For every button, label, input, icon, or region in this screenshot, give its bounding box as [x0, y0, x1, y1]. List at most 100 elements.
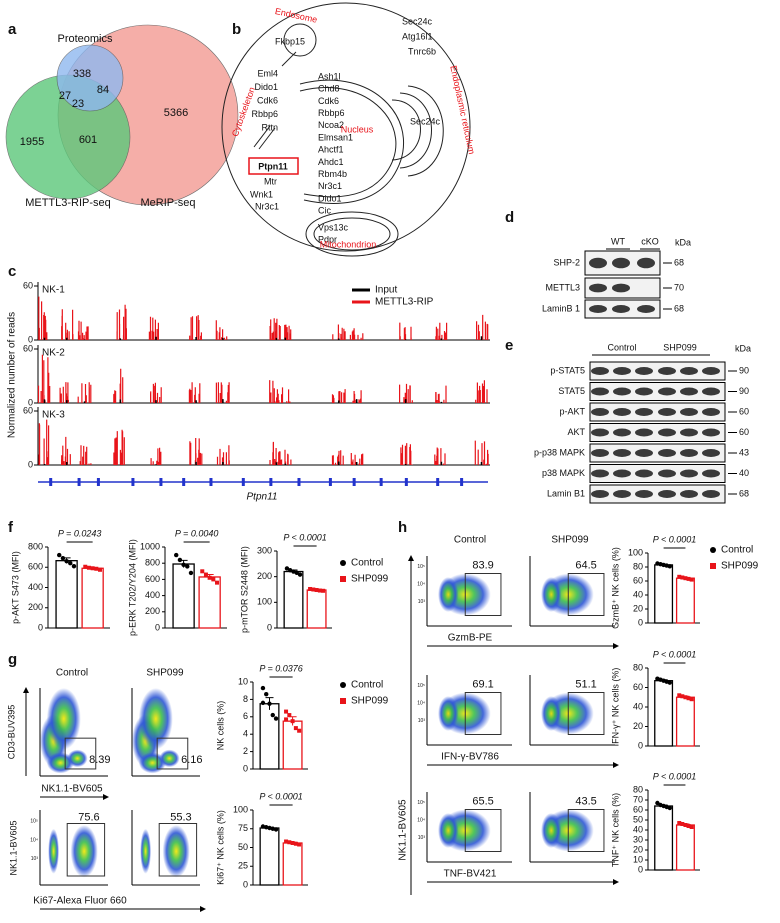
gene: Nr3c1	[255, 201, 279, 211]
point	[83, 564, 88, 569]
p-value: P < 0.0001	[653, 771, 696, 781]
y-tick-label: 40	[633, 824, 643, 834]
mw-label: 60	[739, 406, 749, 416]
band	[613, 469, 631, 478]
band	[637, 305, 655, 313]
band	[702, 367, 720, 375]
band	[680, 449, 698, 457]
density	[541, 696, 562, 731]
band	[680, 490, 698, 498]
point	[260, 824, 266, 829]
mw-label: 68	[674, 257, 684, 267]
bar	[282, 720, 303, 770]
y-tick-label: 20	[633, 844, 643, 854]
y-tick-label: 50	[633, 814, 643, 824]
flow-x-label: TNF-BV421	[444, 869, 497, 880]
point	[683, 695, 688, 700]
gene: Atg16l1	[402, 31, 433, 41]
row-label: SHP-2	[553, 257, 580, 267]
y-tick-label: 0	[638, 864, 643, 874]
flow-tick: 10³	[418, 835, 426, 841]
flow-x-label: IFN-γ-BV786	[441, 752, 499, 763]
point	[64, 558, 69, 564]
point	[680, 575, 685, 580]
p-value: P = 0.0376	[259, 663, 302, 673]
p-value: P = 0.0243	[58, 528, 101, 538]
blot-frame	[589, 402, 726, 422]
nucleus-inner	[299, 86, 397, 198]
y-tick-label: 80	[633, 561, 643, 571]
band	[658, 387, 676, 396]
point	[215, 580, 220, 585]
set-label: METTL3-RIP-seq	[25, 197, 111, 209]
point	[290, 719, 295, 724]
point	[321, 588, 326, 593]
bar	[306, 589, 327, 629]
compartment: Endoplasmic reticulum	[448, 65, 477, 156]
point	[677, 574, 682, 579]
row-label: Lamin B1	[547, 488, 585, 498]
band	[635, 387, 653, 396]
y-tick-label: 60	[633, 682, 643, 692]
density	[48, 828, 60, 874]
y-tick-label: 0	[638, 617, 643, 627]
column-title: Control	[56, 668, 88, 679]
point	[270, 826, 275, 831]
flow-y-label: NK1.1-BV605	[8, 820, 18, 875]
band	[635, 490, 653, 498]
y-tick-label: 80	[633, 784, 643, 794]
venn-circle	[56, 44, 124, 112]
input-signal	[43, 461, 483, 465]
y-tick-label: 0	[243, 879, 248, 889]
y-tick-label: 20	[633, 721, 643, 731]
gene-label: Ptpn11	[247, 492, 278, 503]
row-label: STAT5	[558, 386, 585, 396]
bar	[282, 842, 303, 886]
point	[267, 825, 272, 831]
y-tick-label: 400	[145, 590, 160, 600]
band	[680, 367, 698, 375]
legend-label: Control	[721, 545, 753, 556]
exon	[460, 478, 464, 486]
panel-label: f	[8, 519, 14, 536]
y-tick-label: 100	[257, 597, 272, 607]
legend-marker	[340, 682, 346, 688]
gate	[156, 737, 189, 770]
point	[317, 588, 322, 593]
point	[667, 680, 672, 685]
band	[680, 469, 698, 478]
y-tick-label: 0	[28, 334, 33, 344]
flow-tick: 10³	[418, 599, 426, 605]
count: 5366	[164, 107, 188, 119]
set-label: Proteomics	[57, 33, 113, 45]
gate-value: 64.5	[575, 560, 596, 572]
point	[185, 564, 190, 569]
panel-label: a	[8, 21, 17, 38]
y-tick-label: 40	[633, 589, 643, 599]
band	[635, 469, 653, 478]
band	[591, 387, 609, 396]
set-label: MeRIP-seq	[140, 197, 195, 209]
exon	[328, 478, 332, 486]
exon	[159, 478, 163, 486]
gene: Ahctf1	[318, 145, 344, 155]
exon	[182, 478, 186, 486]
gate	[158, 823, 198, 877]
legend-marker	[710, 563, 716, 569]
blot-frame	[589, 361, 726, 381]
band	[702, 387, 720, 396]
gate-value: 43.5	[575, 796, 596, 808]
flow-tick: 10⁴	[417, 817, 425, 823]
count: 84	[97, 84, 109, 96]
point	[267, 701, 272, 706]
gate-value: 69.1	[472, 679, 493, 691]
bar	[259, 703, 280, 770]
band	[591, 490, 609, 498]
band	[702, 428, 720, 437]
density	[46, 752, 74, 774]
y-tick-label: 4	[243, 729, 248, 739]
legend-marker	[340, 560, 346, 566]
point	[686, 824, 691, 828]
y-tick-label: 10	[238, 676, 248, 686]
